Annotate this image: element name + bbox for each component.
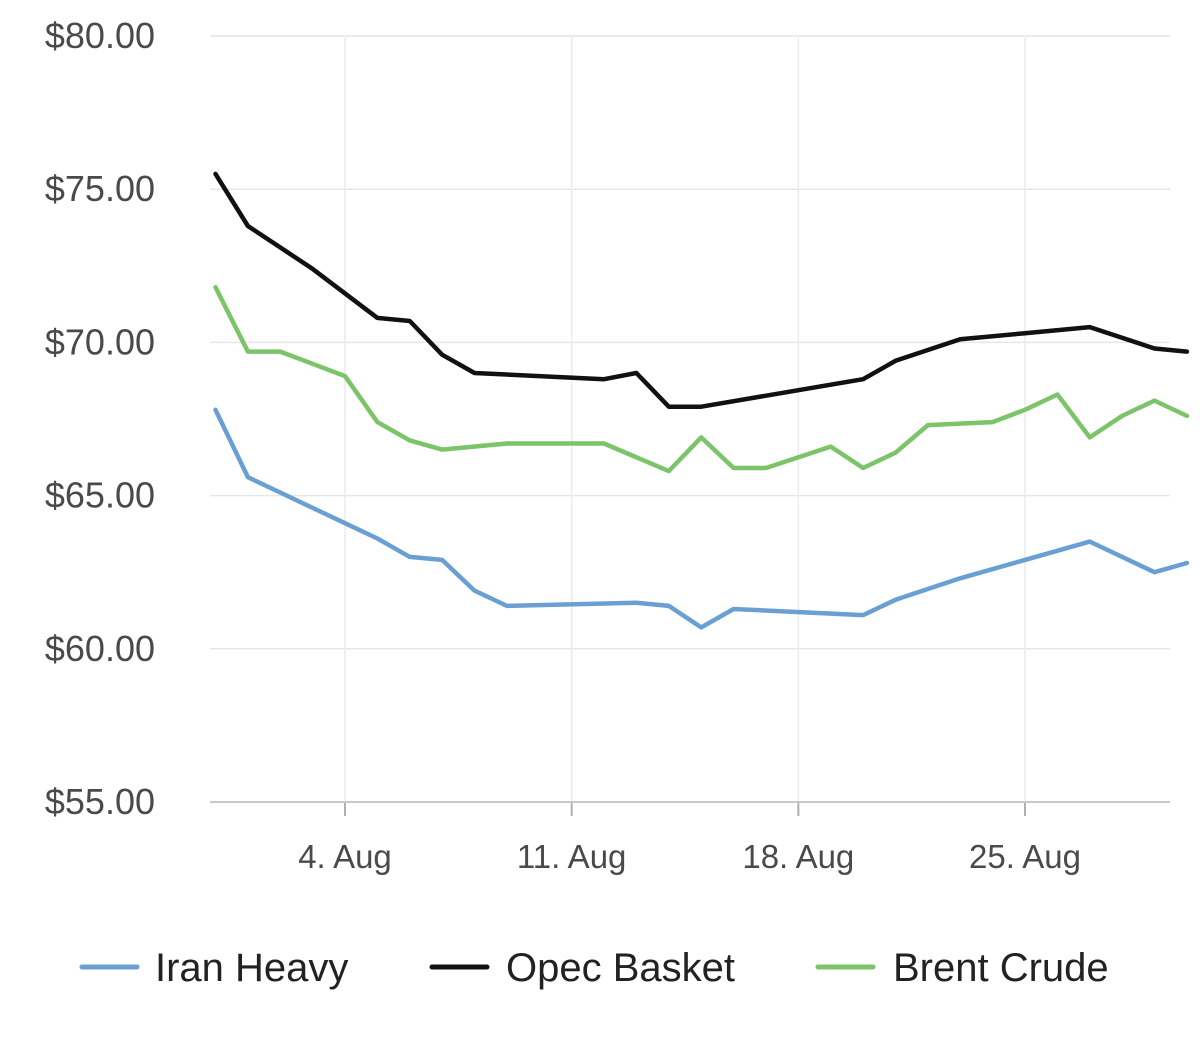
legend-item-opec-basket[interactable]: Opec Basket: [429, 946, 735, 990]
y-tick-label: $80.00: [45, 15, 155, 56]
x-tick-label: 11. Aug: [517, 838, 627, 875]
y-tick-label: $55.00: [45, 781, 155, 822]
y-tick-label: $70.00: [45, 321, 155, 362]
series-line-opec-basket: [213, 171, 1190, 409]
y-tick-label: $65.00: [45, 475, 155, 516]
legend-label: Opec Basket: [506, 946, 735, 990]
x-tick-label: 18. Aug: [742, 838, 854, 875]
legend-item-iran-heavy[interactable]: Iran Heavy: [79, 946, 348, 990]
legend[interactable]: Iran Heavy Opec Basket Brent Crude: [79, 946, 1109, 990]
legend-label: Brent Crude: [893, 946, 1109, 990]
y-tick-label: $75.00: [45, 168, 155, 209]
x-axis: [210, 801, 1170, 816]
series-line-iran-heavy: [213, 407, 1190, 630]
x-axis-tick-labels: 4. Aug 11. Aug 18. Aug 25. Aug: [298, 838, 1081, 875]
legend-item-brent-crude[interactable]: Brent Crude: [815, 946, 1109, 990]
grid-lines: [210, 35, 1170, 802]
series-line-brent-crude: [213, 284, 1190, 474]
y-axis-tick-labels: $55.00 $60.00 $65.00 $70.00 $75.00 $80.00: [45, 15, 155, 822]
series-lines: [213, 171, 1190, 630]
x-tick-label: 25. Aug: [969, 838, 1081, 875]
y-tick-label: $60.00: [45, 628, 155, 669]
legend-label: Iran Heavy: [155, 946, 348, 990]
x-tick-label: 4. Aug: [298, 838, 392, 875]
